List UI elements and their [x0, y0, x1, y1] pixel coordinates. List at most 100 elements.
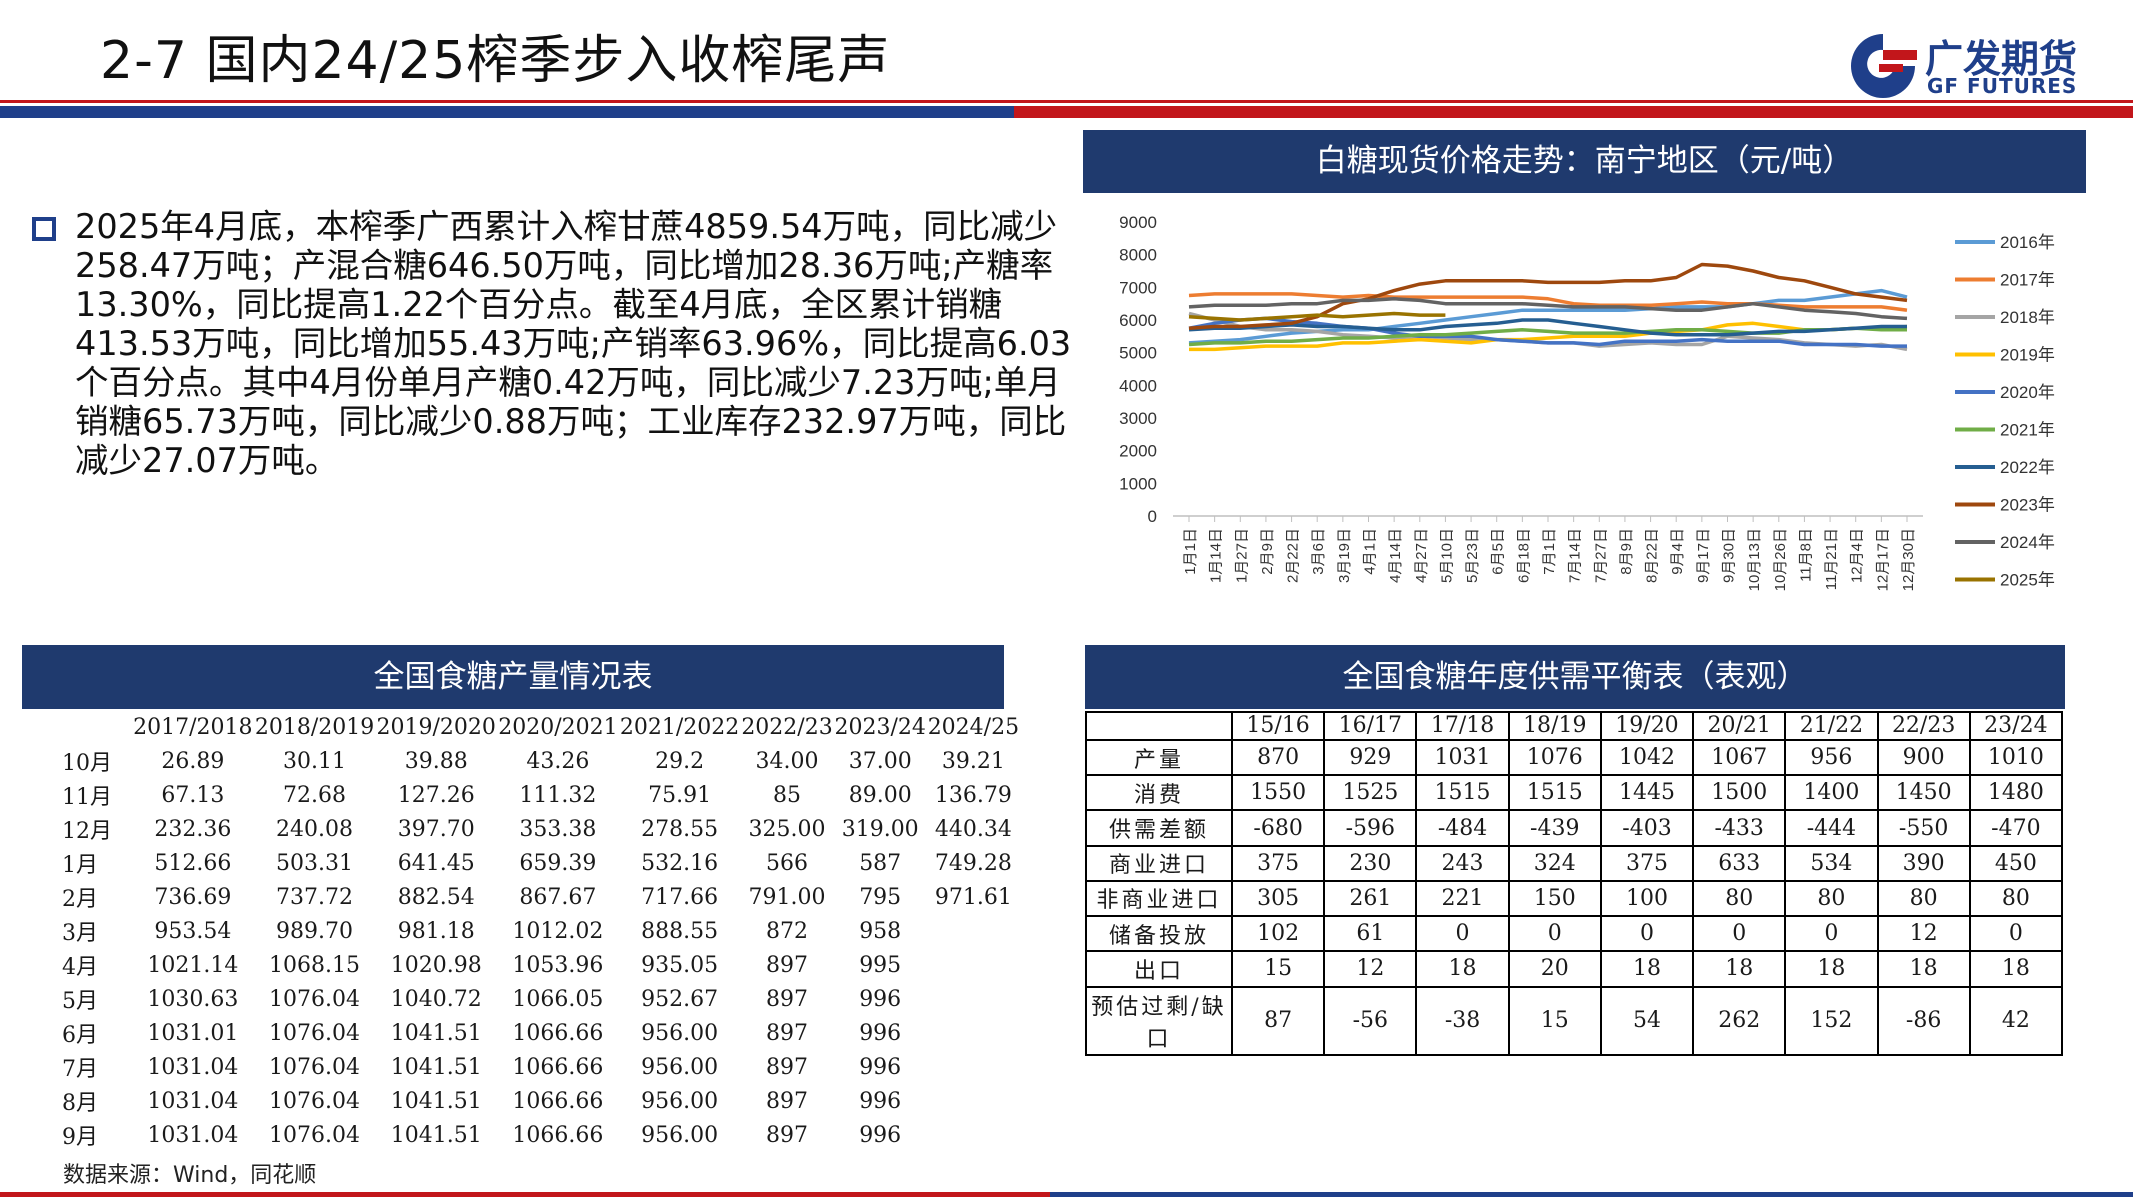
- balance-col-header: 20/21: [1692, 711, 1787, 741]
- table-cell: 989.70: [276, 918, 354, 944]
- table-cell: 243: [1415, 844, 1510, 882]
- table-cell: 1012.02: [512, 918, 604, 944]
- table-cell: 737.72: [276, 884, 354, 910]
- legend-label: 2022年: [2000, 458, 2055, 477]
- y-tick-label: 8000: [1119, 246, 1157, 265]
- table-cell: 353.38: [519, 816, 597, 842]
- table-cell: 80: [1784, 879, 1879, 918]
- production-table: 2017/2018 2018/2019 2019/2020 2020/2021 2021…: [50, 710, 1020, 1152]
- x-tick-label: 2月9日: [1259, 528, 1276, 575]
- x-tick-label: 11月21日: [1823, 528, 1840, 590]
- y-tick-label: 9000: [1119, 213, 1157, 232]
- production-col-header: 2018/2019: [254, 714, 375, 740]
- table-cell: -403: [1599, 809, 1695, 847]
- table-cell: 136.79: [934, 782, 1012, 808]
- balance-col-header: 17/18: [1415, 711, 1510, 741]
- table-cell: [927, 1050, 1020, 1084]
- table-cell: 0: [1968, 915, 2064, 953]
- table-cell: 152: [1784, 985, 1879, 1056]
- legend-label: 2017年: [2000, 271, 2055, 290]
- table-cell: 89.00: [848, 782, 912, 808]
- table-cell: 1066.66: [512, 1122, 604, 1148]
- x-tick-label: 5月23日: [1464, 528, 1481, 583]
- table-cell: [927, 1084, 1020, 1118]
- y-tick-label: 5000: [1119, 344, 1157, 363]
- table-cell: 0: [1692, 915, 1787, 953]
- bullet-square-icon: [32, 217, 56, 241]
- x-tick-label: 12月30日: [1900, 528, 1917, 591]
- table-cell: 1067: [1692, 738, 1787, 777]
- production-col-header: 2021/2022: [619, 714, 740, 740]
- table-cell: 80: [1692, 879, 1787, 918]
- table-cell: 867.67: [519, 884, 597, 910]
- table-row: 6月 1031.01 1076.04 1041.51 1066.66 956.00 897 9…: [50, 1016, 1020, 1050]
- table-row: 非商业进口 305 261 221 150 100 80 80 80 80: [1085, 879, 2064, 918]
- x-tick-label: 9月17日: [1695, 528, 1712, 583]
- row-label: 10月: [62, 751, 112, 776]
- table-cell: 450: [1968, 844, 2064, 882]
- table-cell: 1525: [1323, 774, 1418, 812]
- series-line-2020年: [1188, 316, 1907, 348]
- production-table-title: 全国食糖产量情况表: [22, 645, 1004, 709]
- legend-label: 2016年: [2000, 233, 2055, 252]
- price-line-chart: 0 1000 2000 3000 4000 5000 6000 7000 8000 9000 1月1…: [1119, 213, 2055, 591]
- row-label: 供需差额: [1085, 809, 1233, 847]
- table-cell: 75.91: [648, 782, 712, 808]
- table-cell: 324: [1507, 844, 1602, 882]
- table-cell: 18: [1599, 950, 1695, 988]
- table-cell: 749.28: [934, 850, 1012, 876]
- table-cell: 897: [766, 1020, 809, 1046]
- x-tick-label: 8月9日: [1618, 528, 1635, 575]
- table-cell: 1480: [1968, 774, 2064, 812]
- table-cell: 18: [1968, 950, 2064, 988]
- x-tick-label: 1月27日: [1233, 528, 1250, 583]
- table-cell: 319.00: [841, 816, 919, 842]
- table-cell: 85: [773, 782, 802, 808]
- table-cell: [927, 948, 1020, 982]
- table-cell: -470: [1968, 809, 2064, 847]
- table-cell: 54: [1599, 985, 1695, 1056]
- table-row: 5月 1030.63 1076.04 1040.72 1066.05 952.67 897 9…: [50, 982, 1020, 1016]
- table-cell: 971.61: [934, 884, 1012, 910]
- table-cell: 1445: [1599, 774, 1695, 812]
- table-cell: [927, 982, 1020, 1016]
- x-tick-label: 1月14日: [1208, 528, 1225, 583]
- table-cell: -433: [1692, 809, 1787, 847]
- table-cell: -56: [1323, 985, 1418, 1056]
- table-row: 4月 1021.14 1068.15 1020.98 1053.96 935.05 897 9…: [50, 948, 1020, 982]
- balance-col-header: 15/16: [1230, 711, 1326, 741]
- x-tick-label: 7月14日: [1567, 528, 1584, 583]
- table-cell: 1031.01: [147, 1020, 239, 1046]
- table-cell: -484: [1415, 809, 1510, 847]
- table-cell: 996: [859, 1020, 902, 1046]
- table-cell: 897: [766, 1054, 809, 1080]
- table-cell: 956.00: [641, 1020, 719, 1046]
- table-cell: 1031.04: [147, 1122, 239, 1148]
- table-cell: -680: [1230, 809, 1326, 847]
- x-tick-label: 12月17日: [1874, 528, 1891, 591]
- legend-label: 2023年: [2000, 496, 2055, 515]
- x-tick-label: 2月22日: [1285, 528, 1302, 583]
- y-tick-label: 0: [1148, 507, 1157, 526]
- table-cell: 39.21: [941, 748, 1005, 774]
- summary-paragraph: 2025年4月底，本榨季广西累计入榨甘蔗4859.54万吨，同比减少258.47…: [75, 207, 1072, 480]
- table-row: 11月 67.13 72.68 127.26 111.32 75.91 85 89.00 136…: [50, 778, 1020, 812]
- x-tick-label: 11月8日: [1797, 528, 1814, 582]
- x-tick-label: 12月4日: [1849, 528, 1866, 583]
- table-cell: 935.05: [641, 952, 719, 978]
- table-cell: 87: [1230, 985, 1326, 1056]
- table-cell: 37.00: [848, 748, 912, 774]
- table-row: 2月 736.69 737.72 882.54 867.67 717.66 791.00 79…: [50, 880, 1020, 914]
- x-tick-label: 3月19日: [1336, 528, 1353, 583]
- table-cell: 12: [1323, 950, 1418, 988]
- row-label: 非商业进口: [1085, 879, 1233, 918]
- table-cell: 956: [1784, 738, 1879, 777]
- table-cell: 897: [766, 986, 809, 1012]
- table-cell: 1040.72: [390, 986, 482, 1012]
- production-col-header: 2020/2021: [498, 714, 618, 740]
- x-tick-label: 7月1日: [1541, 528, 1558, 575]
- table-cell: 221: [1415, 879, 1510, 918]
- table-row: 3月 953.54 989.70 981.18 1012.02 888.55 872 958: [50, 914, 1020, 948]
- table-cell: 375: [1230, 844, 1326, 882]
- production-col-header: 2017/2018: [133, 714, 253, 740]
